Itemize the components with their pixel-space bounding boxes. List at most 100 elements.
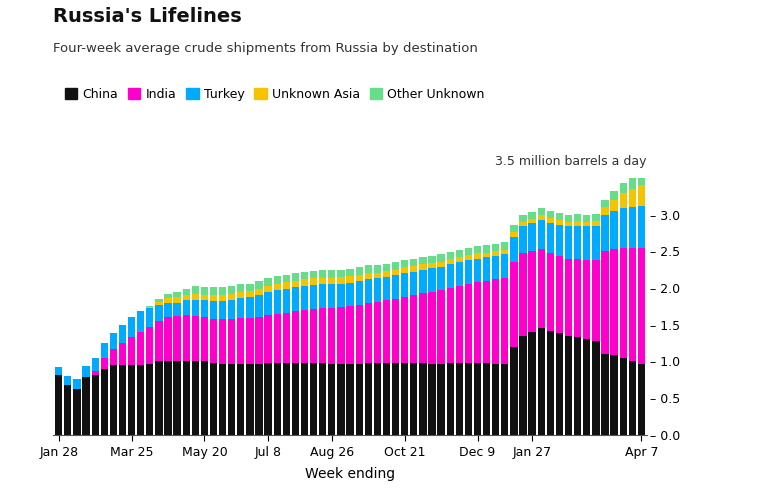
Bar [492,251,499,255]
Bar [592,214,600,221]
Bar [119,365,126,435]
Bar [438,254,444,261]
Bar [319,363,326,435]
Bar [219,364,226,435]
Bar [374,302,381,363]
Bar [419,293,426,363]
Bar [337,364,345,435]
Bar [291,273,299,281]
Bar [583,339,591,435]
Bar [501,250,508,254]
Bar [210,319,217,363]
Bar [474,282,481,363]
Bar [392,363,400,435]
Bar [355,267,363,275]
Bar [456,250,463,257]
Bar [537,208,545,215]
Bar [528,211,536,219]
Bar [392,276,400,299]
Bar [301,272,308,279]
Bar [247,291,253,297]
Bar [592,221,600,226]
Bar [164,294,172,298]
Text: 3.5 million barrels a day: 3.5 million barrels a day [495,155,647,167]
Bar [55,367,62,374]
Bar [619,247,627,358]
Bar [274,284,281,290]
Bar [619,358,627,435]
Bar [501,278,508,364]
Bar [346,364,354,435]
Bar [438,364,444,435]
Bar [410,258,418,266]
Bar [337,277,345,284]
Bar [237,298,244,318]
Bar [282,363,290,435]
Bar [192,316,199,361]
Bar [537,249,545,329]
Legend: China, India, Turkey, Unknown Asia, Other Unknown: China, India, Turkey, Unknown Asia, Othe… [59,83,490,106]
Bar [192,300,199,316]
Bar [337,270,345,277]
Bar [265,292,272,315]
Bar [210,301,217,319]
Bar [328,364,336,435]
Bar [556,256,563,333]
Bar [174,297,180,303]
Bar [537,220,545,249]
Bar [247,284,253,291]
Bar [465,363,472,435]
Bar [565,258,572,335]
Bar [291,363,299,435]
Bar [638,172,645,185]
Bar [219,320,226,364]
Bar [201,361,208,435]
Bar [492,255,499,279]
Bar [601,207,609,214]
Bar [291,311,299,363]
Bar [100,343,108,358]
Bar [282,282,290,288]
Bar [492,364,499,435]
Bar [465,255,472,260]
Bar [110,349,117,365]
Bar [164,303,172,317]
Bar [401,363,409,435]
Bar [237,291,244,298]
Bar [247,364,253,435]
Bar [447,288,454,363]
Bar [592,260,600,341]
Bar [401,297,409,363]
Bar [137,332,145,365]
Bar [383,271,390,277]
Bar [91,374,99,435]
Bar [237,318,244,364]
Bar [219,294,226,301]
Bar [164,317,172,361]
Bar [410,295,418,363]
Bar [528,223,536,251]
Text: Four-week average crude shipments from Russia by destination: Four-week average crude shipments from R… [53,42,478,55]
Bar [174,316,180,361]
Bar [174,303,180,316]
Bar [365,363,372,435]
Bar [310,309,317,363]
Bar [73,389,81,435]
Bar [355,305,363,364]
Bar [392,270,400,276]
Bar [592,341,600,435]
Bar [438,267,444,290]
Bar [164,361,172,435]
Bar [511,232,517,237]
Bar [565,335,572,435]
Bar [374,279,381,302]
Bar [629,189,636,207]
Bar [546,223,554,253]
Bar [483,281,490,363]
Bar [629,207,636,247]
Bar [492,244,499,251]
Bar [520,253,527,335]
Bar [565,214,572,222]
Bar [501,364,508,435]
Bar [256,317,263,364]
